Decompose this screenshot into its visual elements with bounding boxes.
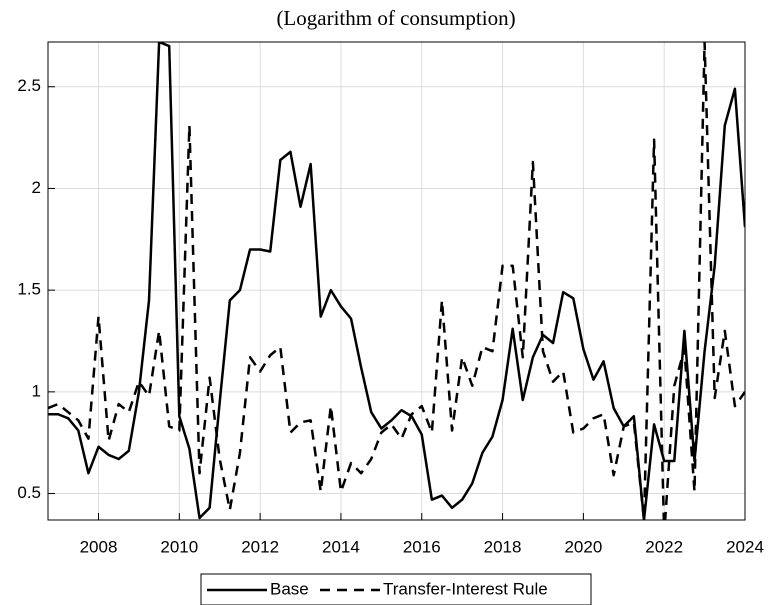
x-tick-label: 2014 — [322, 537, 360, 556]
grid — [48, 42, 746, 520]
legend-label: Base — [270, 579, 309, 598]
x-tick-label: 2018 — [484, 537, 522, 556]
x-tick-label: 2016 — [403, 537, 441, 556]
x-tick-label: 2012 — [241, 537, 279, 556]
y-tick-label: 0.5 — [17, 483, 41, 502]
legend: Base Transfer-Interest Rule — [207, 579, 548, 598]
series-line — [48, 42, 745, 520]
chart-title: (Logarithm of consumption) — [276, 6, 515, 30]
x-tick-label: 2010 — [160, 537, 198, 556]
y-tick-label: 2 — [32, 178, 41, 197]
plot-lines — [48, 42, 745, 520]
x-tick-label: 2020 — [564, 537, 602, 556]
series-line — [48, 42, 745, 520]
x-tick-label: 2022 — [645, 537, 683, 556]
y-tick-label: 2.5 — [17, 76, 41, 95]
y-tick-label: 1 — [32, 381, 41, 400]
x-tick-label: 2024 — [726, 537, 764, 556]
y-tick-label: 1.5 — [17, 280, 41, 299]
tick-labels: 0.5 1 1.5 2 2.5 2008 2010 2012 2014 2016 2018 2020 2… — [17, 76, 764, 556]
legend-label: Transfer-Interest Rule — [383, 579, 548, 598]
x-tick-label: 2008 — [80, 537, 118, 556]
plot-frame — [47, 41, 746, 521]
